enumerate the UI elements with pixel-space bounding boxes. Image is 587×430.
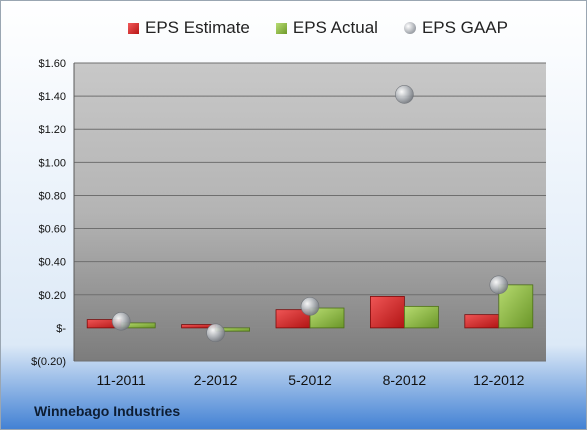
eps-gaap-point	[395, 85, 414, 104]
legend-label-gaap: EPS GAAP	[421, 18, 508, 37]
y-tick-label: $1.60	[38, 58, 66, 70]
gaap-points	[111, 85, 509, 343]
company-name: Winnebago Industries	[34, 403, 181, 419]
legend-item-actual: EPS Actual	[275, 18, 378, 38]
y-tick-label: $-	[56, 323, 66, 335]
eps-estimate-bar	[369, 296, 405, 329]
x-tick-label: 8-2012	[383, 372, 427, 388]
x-tick-label: 11-2011	[97, 372, 147, 388]
y-tick-label: $1.40	[38, 91, 66, 103]
eps-gaap-point	[111, 311, 131, 331]
eps-gaap-point	[206, 323, 225, 343]
x-tick-label: 5-2012	[288, 372, 332, 388]
bars	[86, 284, 534, 332]
eps-estimate-bar	[464, 314, 500, 329]
gaap-swatch	[403, 22, 416, 34]
legend-label-actual: EPS Actual	[292, 18, 378, 37]
legend: EPS Estimate EPS Actual EPS GAAP	[128, 18, 534, 38]
legend-item-estimate: EPS Estimate	[128, 18, 250, 38]
y-tick-label: $0.40	[38, 257, 66, 269]
y-tick-label: $(0.20)	[31, 356, 66, 368]
gridlines	[74, 62, 546, 362]
y-axis: $(0.20) $- $0.20 $0.40 $0.60 $0.80 $1.00 $1.20 $…	[31, 58, 75, 368]
y-tick-label: $0.60	[38, 224, 66, 236]
x-tick-label: 2-2012	[194, 372, 238, 388]
eps-actual-bar	[309, 307, 345, 329]
y-tick-label: $1.20	[38, 124, 66, 136]
estimate-swatch	[128, 22, 139, 34]
y-tick-label: $0.80	[38, 190, 66, 202]
eps-actual-bar	[403, 305, 439, 329]
x-tick-label: 12-2012	[473, 372, 525, 388]
legend-label-estimate: EPS Estimate	[145, 18, 250, 37]
y-tick-label: $0.20	[38, 290, 66, 302]
legend-item-gaap: EPS GAAP	[403, 18, 508, 38]
eps-gaap-point	[489, 275, 509, 295]
actual-swatch	[275, 22, 287, 34]
y-tick-label: $1.00	[38, 157, 66, 169]
x-axis: 11-2011 2-2012 5-2012 8-2012 12-2012	[97, 372, 525, 388]
eps-gaap-point	[300, 297, 320, 316]
